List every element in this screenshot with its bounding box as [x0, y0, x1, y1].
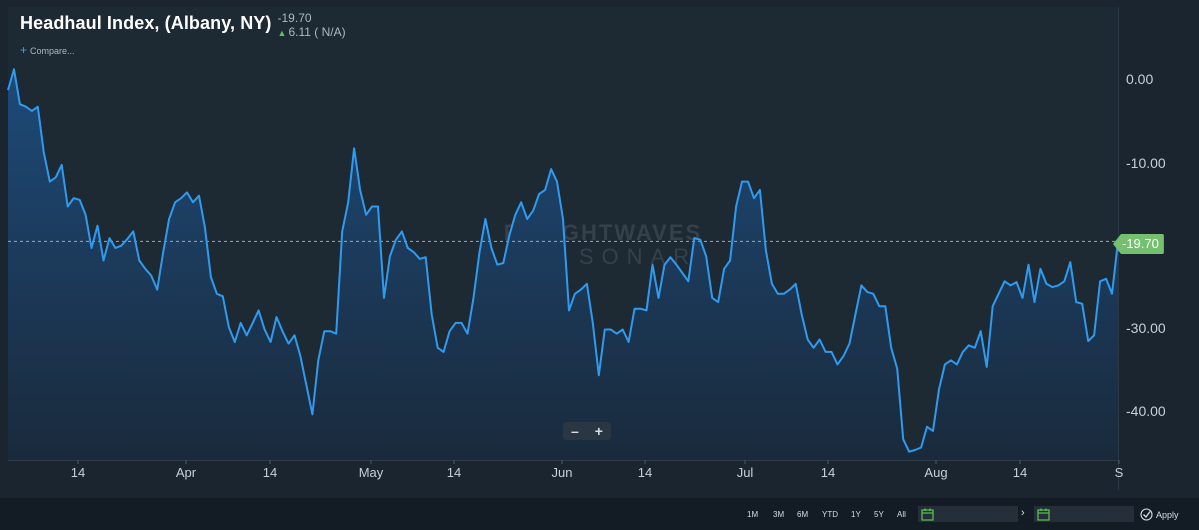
apply-button[interactable]: Apply [1140, 508, 1179, 521]
compare-label: Compare... [30, 46, 75, 56]
y-tick-label: -40.00 [1126, 403, 1166, 419]
y-tick-label: -10.00 [1126, 155, 1166, 171]
quote-block: -19.70 ▲ 6.11 ( N/A) [278, 12, 346, 40]
x-tick-label: S [1114, 465, 1124, 480]
calendar-icon [921, 508, 934, 521]
compare-button[interactable]: + Compare... [20, 43, 75, 57]
x-tick-label: 14 [262, 465, 278, 480]
range-5y-button[interactable]: 5Y [874, 510, 884, 519]
y-tick-label: 0.00 [1126, 71, 1154, 87]
series-area [8, 69, 1118, 461]
x-axis-strip [8, 460, 1118, 491]
change-value: ▲ 6.11 ( N/A) [278, 25, 346, 40]
zoom-control: – + [563, 422, 611, 440]
range-all-button[interactable]: All [897, 510, 906, 519]
calendar-icon [1037, 508, 1050, 521]
x-tick-label: Jun [551, 465, 573, 480]
range-6m-button[interactable]: 6M [797, 510, 809, 519]
check-circle-icon [1140, 508, 1153, 521]
chart-title: Headhaul Index, (Albany, NY) [20, 13, 272, 33]
last-value: -19.70 [277, 11, 312, 25]
x-tick-label: 14 [820, 465, 836, 480]
range-ytd-button[interactable]: YTD [822, 510, 838, 519]
change-text: 6.11 ( N/A) [288, 25, 346, 39]
series-line [7, 68, 1119, 453]
x-tick-label: 14 [1012, 465, 1028, 480]
zoom-in-button[interactable]: + [594, 423, 603, 439]
range-1m-button[interactable]: 1M [747, 510, 759, 519]
x-tick-label: 14 [637, 465, 653, 480]
chart-header: Headhaul Index, (Albany, NY) -19.70 ▲ 6.1… [20, 10, 346, 40]
x-tick-label: 14 [70, 465, 86, 480]
up-arrow-icon: ▲ [277, 28, 287, 38]
range-1y-button[interactable]: 1Y [851, 510, 861, 519]
last-price-tag: -19.70 [1113, 234, 1164, 254]
x-tick-label: Apr [175, 465, 197, 480]
zoom-out-button[interactable]: – [571, 423, 579, 439]
x-tick-label: Jul [736, 465, 754, 480]
end-date-field[interactable] [1034, 506, 1134, 522]
x-tick-label: Aug [924, 465, 948, 480]
plus-icon: + [20, 43, 28, 57]
y-tick-label: -30.00 [1126, 320, 1166, 336]
range-3m-button[interactable]: 3M [773, 510, 785, 519]
x-tick-label: May [358, 465, 384, 480]
x-tick-label: 14 [446, 465, 462, 480]
chevron-right-icon: › [1021, 507, 1025, 519]
apply-label: Apply [1156, 509, 1179, 520]
start-date-field[interactable] [918, 506, 1018, 522]
